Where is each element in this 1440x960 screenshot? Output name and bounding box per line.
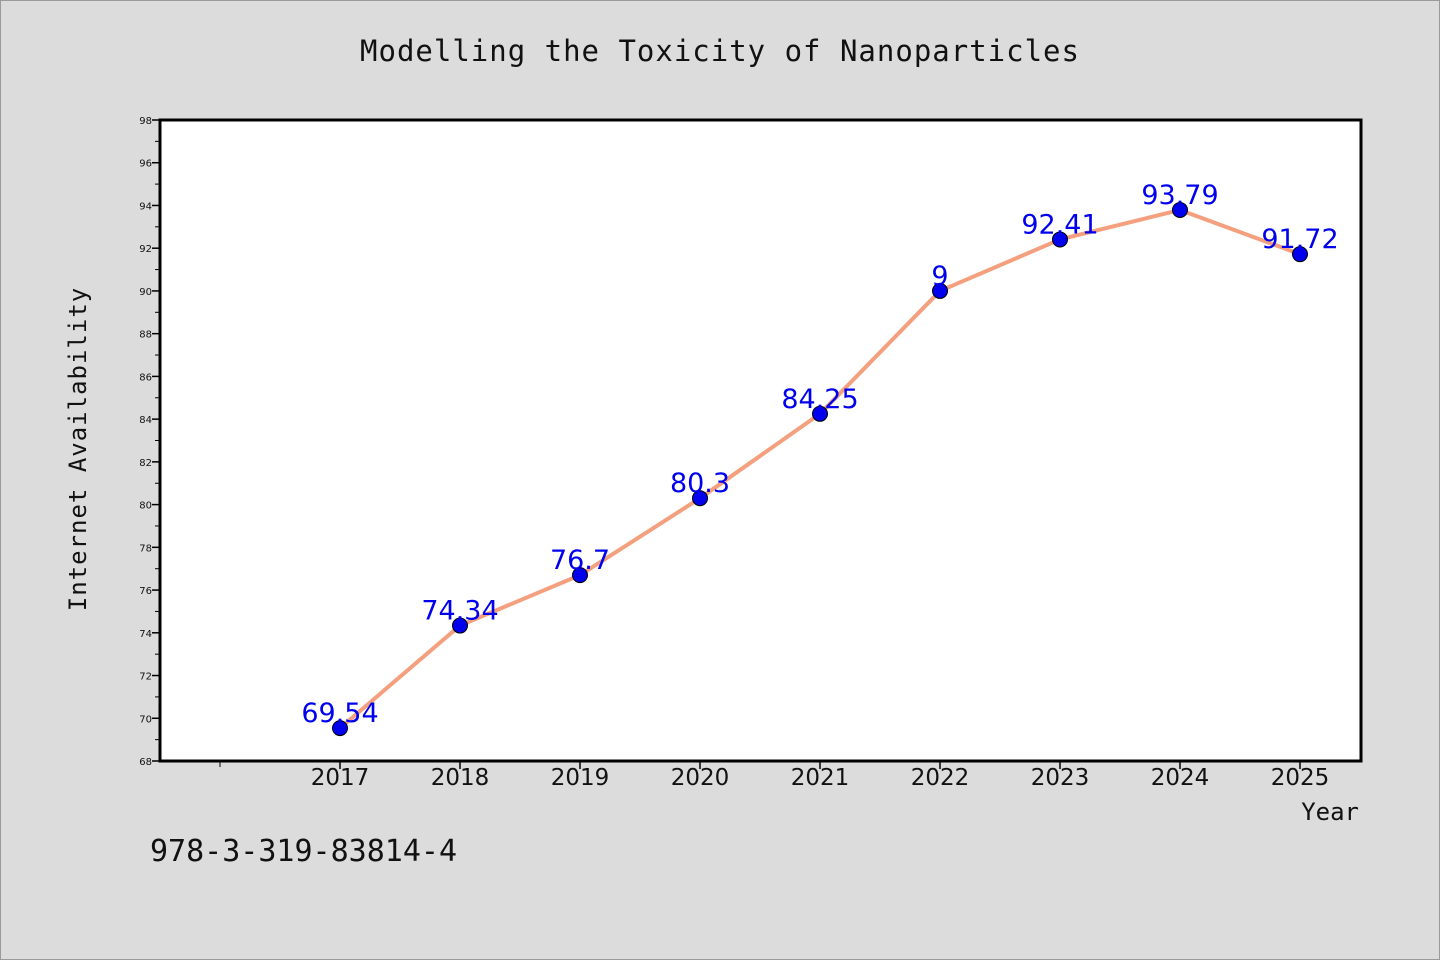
data-label: 76.7 (550, 545, 610, 576)
data-label: 74.34 (421, 596, 498, 627)
x-tick-label: 2023 (1031, 765, 1090, 791)
data-label: 84.25 (781, 384, 858, 415)
data-point (812, 405, 828, 422)
data-point (1172, 201, 1188, 218)
x-tick-label: 2022 (911, 765, 970, 791)
x-axis: 2017 2018 2019 2020 2021 2022 2023 2024 2025 (219, 761, 1330, 791)
x-tick-label: 2018 (431, 765, 490, 791)
x-tick-label: 2024 (1151, 765, 1210, 791)
data-point (1292, 246, 1308, 263)
data-point (572, 567, 588, 584)
y-tick-label: 82 (139, 458, 152, 469)
x-axis-label: Year (1301, 798, 1359, 826)
plot-area (158, 118, 1363, 763)
x-tick-label: 2017 (311, 765, 370, 791)
data-label: 93.79 (1141, 180, 1218, 211)
data-label: 92.41 (1021, 209, 1098, 240)
footer-isbn: 978-3-319-83814-4 (150, 834, 458, 869)
y-tick-label: 74 (139, 629, 152, 640)
y-tick-label: 88 (139, 330, 152, 341)
data-point (692, 490, 708, 507)
data-label: 9 (931, 261, 948, 292)
chart-title: Modelling the Toxicity of Nanoparticles (360, 34, 1080, 68)
y-tick-label: 84 (139, 415, 152, 426)
x-tick-label: 2021 (791, 765, 850, 791)
data-point (932, 282, 948, 299)
data-point (452, 617, 468, 634)
y-tick-label: 70 (139, 714, 152, 725)
x-tick-label: 2025 (1271, 765, 1330, 791)
y-tick-label: 72 (139, 672, 152, 683)
data-label: 69.54 (301, 698, 378, 729)
y-tick-label: 78 (139, 543, 152, 554)
y-tick-label: 92 (139, 244, 152, 255)
y-tick-label: 76 (139, 586, 152, 597)
data-point (332, 720, 348, 737)
y-tick-label: 68 (139, 757, 152, 768)
series-group: 69.54 74.34 76.7 80.3 84.25 9 92.41 93.79 91.72 (301, 180, 1339, 737)
data-label: 80.3 (670, 468, 730, 499)
y-axis-label: Internet Availability (64, 287, 92, 611)
data-point (1052, 231, 1068, 248)
data-label: 91.72 (1261, 224, 1338, 255)
x-tick-label: 2020 (671, 765, 730, 791)
y-tick-label: 86 (139, 372, 152, 383)
x-tick-label: 2019 (551, 765, 610, 791)
y-axis: 68 70 72 74 76 78 80 82 84 86 88 90 92 94 96 98 (139, 116, 160, 768)
y-tick-label: 80 (139, 501, 152, 512)
y-tick-label: 90 (139, 287, 152, 298)
y-tick-label: 94 (139, 201, 152, 212)
y-tick-label: 96 (139, 159, 152, 170)
y-tick-label: 98 (139, 116, 152, 127)
